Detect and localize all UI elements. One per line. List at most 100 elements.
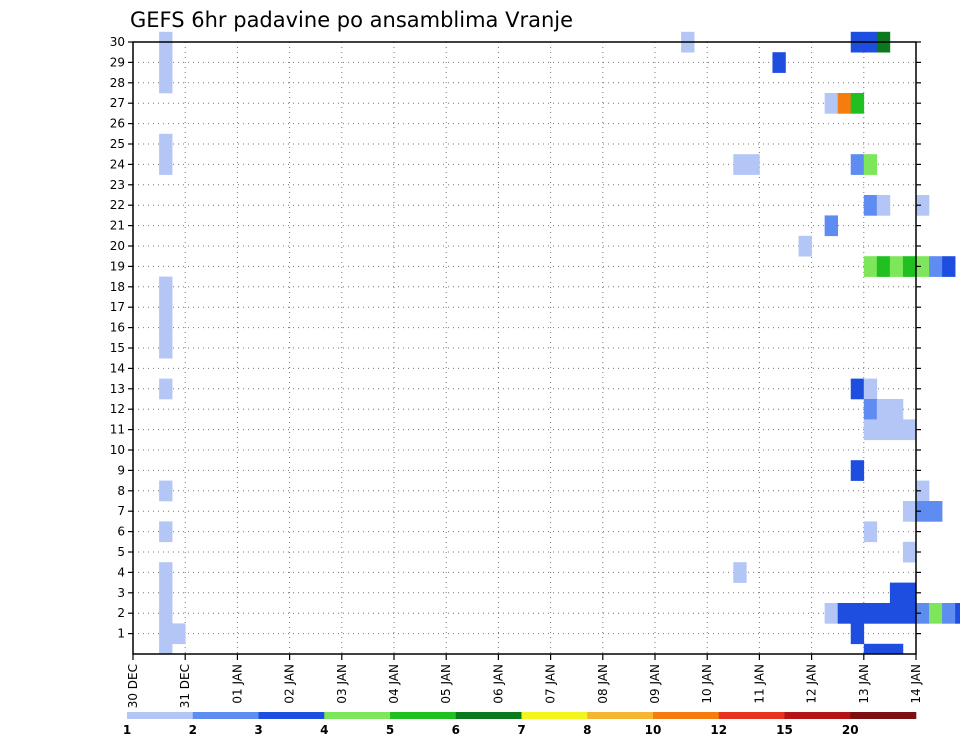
heatmap-cell [837, 93, 852, 114]
heatmap-cell [863, 154, 878, 175]
heatmap-cell [159, 317, 173, 339]
y-tick-label: 26 [110, 117, 125, 131]
y-tick-label: 25 [110, 137, 125, 151]
heatmap-cell [929, 501, 943, 522]
heatmap-cell [159, 297, 173, 318]
heatmap-cell [850, 93, 865, 114]
x-tick-label: 06 JAN [491, 664, 505, 704]
y-tick-label: 21 [110, 219, 125, 233]
y-tick-label: 29 [110, 55, 125, 69]
heatmap-cell [824, 215, 838, 237]
heatmap-cell [876, 195, 891, 216]
heatmap-cell [942, 256, 956, 277]
heatmap-cell [850, 378, 865, 400]
heatmap-cell [863, 643, 878, 655]
heatmap-cell [159, 337, 173, 359]
heatmap-cell [955, 603, 960, 624]
heatmap-cell [902, 501, 917, 522]
color-legend: 1 2 3 4 5 6 7 8 10 12 15 20 [123, 712, 917, 737]
heatmap-cell [733, 154, 747, 175]
legend-label: 8 [583, 723, 591, 737]
heatmap-cell [916, 603, 930, 624]
heatmap-cell [942, 603, 956, 624]
y-tick-label: 11 [110, 423, 125, 437]
x-tick-label: 03 JAN [335, 664, 349, 704]
legend-swatch [258, 712, 325, 719]
y-tick-label: 6 [117, 525, 125, 539]
y-tick-label: 7 [117, 504, 125, 518]
heatmap-cell [159, 521, 173, 543]
legend-swatch [521, 712, 588, 719]
legend-swatch [192, 712, 259, 719]
heatmap-cell [850, 154, 865, 175]
heatmap-cell [863, 603, 878, 624]
legend-label: 5 [386, 723, 394, 737]
legend-swatch [587, 712, 654, 719]
legend-swatch [784, 712, 851, 719]
heatmap-cell [889, 643, 904, 655]
heatmap-cell [902, 603, 917, 624]
y-tick-label: 18 [110, 280, 125, 294]
heatmap-cell [863, 399, 878, 420]
heatmap-cell [889, 582, 904, 604]
y-tick-label: 17 [110, 300, 125, 314]
heatmap-cell [929, 256, 943, 277]
x-axis: 30 DEC 31 DEC 01 JAN 02 JAN 03 JAN 04 JAN 05 J… [126, 654, 923, 708]
heatmap-cell [746, 154, 760, 175]
y-tick-label: 1 [117, 627, 125, 641]
legend-swatch [850, 712, 917, 719]
heatmap-cell [876, 603, 891, 624]
heatmap-cell [916, 195, 930, 216]
heatmap-cell [159, 603, 173, 624]
heatmap-cell [159, 562, 173, 583]
y-tick-label: 22 [110, 198, 125, 212]
y-tick-label: 16 [110, 321, 125, 335]
chart-title: GEFS 6hr padavine po ansamblima Vranje [130, 8, 573, 32]
heatmap-cell [889, 399, 904, 420]
heatmap-cell [916, 256, 930, 277]
x-tick-label: 12 JAN [805, 664, 819, 704]
heatmap-cell [876, 256, 891, 277]
legend-swatch [127, 712, 194, 719]
y-tick-label: 8 [117, 484, 125, 498]
y-tick-label: 20 [110, 239, 125, 253]
heatmap-cell [733, 562, 747, 583]
heatmap-cell [159, 582, 173, 604]
y-tick-label: 5 [117, 545, 125, 559]
heatmap-cell [876, 419, 891, 441]
heatmap-cell [159, 480, 173, 502]
y-tick-label: 24 [110, 157, 125, 171]
x-tick-label: 09 JAN [648, 664, 662, 704]
heatmap-cells [159, 31, 960, 655]
y-tick-label: 4 [117, 565, 125, 579]
heatmap-cell [902, 541, 917, 563]
legend-label: 3 [254, 723, 262, 737]
legend-label: 15 [776, 723, 793, 737]
heatmap-cell [172, 623, 186, 645]
heatmap-cell [902, 256, 917, 277]
heatmap-cell [889, 419, 904, 441]
y-tick-label: 14 [110, 361, 125, 375]
x-tick-label: 10 JAN [700, 664, 714, 704]
legend-swatch [653, 712, 720, 719]
heatmap-cell [863, 521, 878, 543]
y-tick-label: 2 [117, 606, 125, 620]
heatmap-cell [159, 154, 173, 175]
x-tick-label: 11 JAN [752, 664, 766, 704]
heatmap-cell [863, 195, 878, 216]
legend-swatch [324, 712, 391, 719]
y-tick-label: 10 [110, 443, 125, 457]
x-tick-label: 08 JAN [596, 664, 610, 704]
heatmap-cell [916, 480, 930, 502]
y-tick-label: 23 [110, 178, 125, 192]
y-tick-label: 9 [117, 463, 125, 477]
heatmap-cell [159, 133, 173, 155]
heatmap-cell [850, 623, 865, 645]
x-tick-label: 31 DEC [178, 664, 192, 708]
heatmap-cell [850, 460, 865, 481]
y-tick-label: 28 [110, 76, 125, 90]
legend-label: 20 [842, 723, 859, 737]
heatmap-cell [159, 52, 173, 73]
heatmap-cell [902, 419, 917, 441]
heatmap-cell [916, 501, 930, 522]
